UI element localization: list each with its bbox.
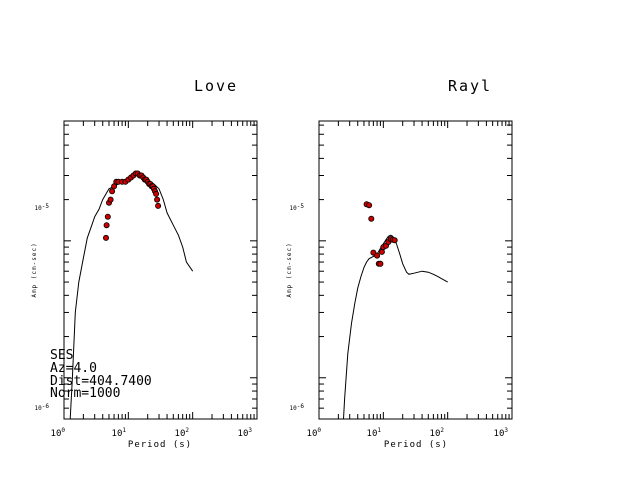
rayl-plot-area xyxy=(343,201,448,420)
love-x-tick-label: 102 xyxy=(175,427,190,439)
love-plot-area xyxy=(69,170,194,420)
love-observed-point xyxy=(104,213,111,220)
love-observed-point xyxy=(103,222,110,229)
annotation-norm: Norm=1000 xyxy=(50,386,120,401)
rayl-observed-point xyxy=(378,248,385,255)
love-panel-title: Love xyxy=(194,77,238,95)
love-observed-point xyxy=(155,202,162,209)
rayl-x-tick-label: 101 xyxy=(367,427,382,439)
love-panel: Love 100 101 102 103 10-6 10-5 Period (s… xyxy=(31,77,258,450)
love-observed-point xyxy=(107,196,114,203)
love-y-axis-label: Amp (cm-sec) xyxy=(31,242,38,297)
rayl-observed-point xyxy=(377,260,384,267)
rayl-x-tick-label: 103 xyxy=(494,427,509,439)
rayl-panel-title: Rayl xyxy=(448,77,492,95)
love-y-tick-label: 10-6 xyxy=(35,403,50,412)
love-tick-labels: 100 101 102 103 10-6 10-5 xyxy=(35,203,253,439)
rayl-x-tick-label: 102 xyxy=(430,427,445,439)
love-observed-point xyxy=(154,196,161,203)
love-observed-point xyxy=(103,234,110,241)
love-x-tick-label: 101 xyxy=(112,427,127,439)
rayl-x-axis-label: Period (s) xyxy=(384,440,448,450)
love-axis-ticks xyxy=(63,121,257,420)
rayl-y-tick-label: 10-6 xyxy=(290,403,305,412)
rayl-tick-labels: 100 101 102 103 10-6 10-5 xyxy=(290,203,509,439)
annotation-distance: Dist=404.7400 xyxy=(50,374,152,389)
love-y-tick-label: 10-5 xyxy=(35,203,50,212)
annotation-station: SES xyxy=(50,348,73,363)
love-x-tick-label: 103 xyxy=(238,427,253,439)
rayl-plot-frame xyxy=(318,120,513,420)
rayl-panel: Rayl 100 101 102 103 10-6 10-5 Period (s… xyxy=(286,77,513,450)
rayl-observed-point xyxy=(391,237,398,244)
rayl-observed-point xyxy=(366,202,373,209)
love-observed-point xyxy=(109,188,116,195)
love-x-tick-label: 100 xyxy=(51,427,66,439)
love-observed-point xyxy=(153,190,160,197)
rayl-model-curve xyxy=(343,234,448,420)
rayl-observed-point xyxy=(374,252,381,259)
rayl-y-axis-label: Amp (cm-sec) xyxy=(286,242,293,297)
rayl-x-tick-label: 100 xyxy=(307,427,322,439)
rayl-y-tick-label: 10-5 xyxy=(290,203,305,212)
station-annotation: SES Az=4.0 Dist=404.7400 Norm=1000 xyxy=(50,348,152,401)
love-x-axis-label: Period (s) xyxy=(128,440,192,450)
rayl-observed-point xyxy=(368,215,375,222)
love-plot-frame xyxy=(63,120,258,420)
annotation-azimuth: Az=4.0 xyxy=(50,361,97,376)
rayl-axis-ticks xyxy=(318,121,512,420)
